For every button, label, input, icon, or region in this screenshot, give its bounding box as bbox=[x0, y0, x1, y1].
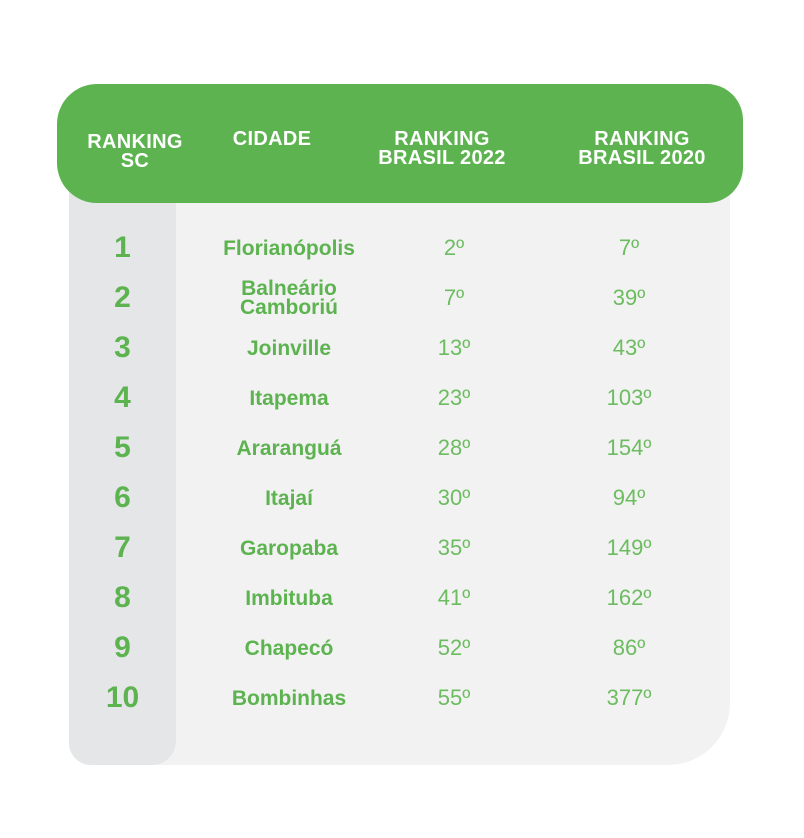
city-name: Chapecó bbox=[189, 623, 389, 673]
city-line1: Garopaba bbox=[239, 536, 339, 560]
table-row: 7 Garopaba 35º 149º bbox=[69, 523, 730, 573]
city-name: Itapema bbox=[189, 373, 389, 423]
rank-brasil-2022: 2º bbox=[443, 235, 465, 260]
table-row: 1 Florianópolis 2º 7º bbox=[69, 223, 730, 273]
city-line1: Balneário bbox=[241, 277, 337, 300]
city-line2: Camboriú bbox=[239, 296, 338, 319]
header-2022-line1: RANKING bbox=[394, 128, 490, 150]
header-ranking-brasil-2022: RANKING BRASIL 2022 bbox=[362, 128, 522, 169]
rank-brasil-2020: 7º bbox=[618, 235, 640, 260]
header-ranking-sc-line2: SC bbox=[120, 150, 150, 172]
city-line1: Chapecó bbox=[244, 636, 334, 660]
rank-sc: 9 bbox=[114, 631, 131, 664]
table-header: RANKING SC CIDADE RANKING BRASIL 2022 RA… bbox=[57, 84, 743, 203]
table-row: 6 Itajaí 30º 94º bbox=[69, 473, 730, 523]
city-name: Araranguá bbox=[189, 423, 389, 473]
rank-brasil-2020: 162º bbox=[606, 585, 652, 610]
header-2020-line2: BRASIL 2020 bbox=[578, 147, 706, 169]
city-line1: Bombinhas bbox=[231, 686, 347, 710]
table-row: 4 Itapema 23º 103º bbox=[69, 373, 730, 423]
city-name: Itajaí bbox=[189, 473, 389, 523]
rank-column-background bbox=[69, 190, 176, 765]
rank-sc: 1 bbox=[114, 231, 131, 264]
header-ranking-sc-line1: RANKING bbox=[87, 131, 183, 153]
city-line1: Araranguá bbox=[236, 436, 342, 460]
city-name: Garopaba bbox=[189, 523, 389, 573]
city-name: Imbituba bbox=[189, 573, 389, 623]
rank-sc: 4 bbox=[114, 381, 131, 414]
rank-sc: 7 bbox=[114, 531, 131, 564]
header-ranking-sc: RANKING SC bbox=[75, 131, 195, 172]
header-2020-line1: RANKING bbox=[594, 128, 690, 150]
header-2022-line2: BRASIL 2022 bbox=[378, 147, 506, 169]
header-cidade-label: CIDADE bbox=[232, 128, 312, 150]
rank-brasil-2020: 377º bbox=[606, 685, 652, 710]
rank-sc: 2 bbox=[114, 281, 131, 314]
rank-brasil-2022: 28º bbox=[437, 435, 471, 460]
rank-brasil-2020: 154º bbox=[606, 435, 652, 460]
table-row: 10 Bombinhas 55º 377º bbox=[69, 673, 730, 723]
table-row: 8 Imbituba 41º 162º bbox=[69, 573, 730, 623]
city-name: Bombinhas bbox=[189, 673, 389, 723]
city-line1: Joinville bbox=[246, 336, 332, 360]
rank-brasil-2022: 23º bbox=[437, 385, 471, 410]
rank-brasil-2022: 30º bbox=[437, 485, 471, 510]
header-cidade: CIDADE bbox=[217, 128, 327, 150]
rank-sc: 10 bbox=[105, 681, 140, 714]
rank-brasil-2020: 86º bbox=[612, 635, 646, 660]
table-row: 5 Araranguá 28º 154º bbox=[69, 423, 730, 473]
table-row: 9 Chapecó 52º 86º bbox=[69, 623, 730, 673]
rank-brasil-2022: 13º bbox=[437, 335, 471, 360]
city-name: Joinville bbox=[189, 323, 389, 373]
table-row: 2 Balneário Camboriú 7º 39º bbox=[69, 273, 730, 323]
city-name: Florianópolis bbox=[189, 223, 389, 273]
table-body-panel bbox=[69, 190, 730, 765]
rank-sc: 6 bbox=[114, 481, 131, 514]
city-name: Balneário Camboriú bbox=[189, 273, 389, 323]
header-ranking-brasil-2020: RANKING BRASIL 2020 bbox=[557, 128, 727, 169]
rank-brasil-2020: 94º bbox=[612, 485, 646, 510]
rank-brasil-2022: 7º bbox=[443, 285, 465, 310]
city-line1: Itajaí bbox=[265, 486, 313, 510]
rank-brasil-2020: 39º bbox=[612, 285, 646, 310]
rank-brasil-2022: 55º bbox=[437, 685, 471, 710]
rank-sc: 5 bbox=[114, 431, 131, 464]
rank-brasil-2022: 35º bbox=[437, 535, 471, 560]
table-row: 3 Joinville 13º 43º bbox=[69, 323, 730, 373]
rank-brasil-2020: 43º bbox=[612, 335, 646, 360]
city-line1: Imbituba bbox=[245, 586, 333, 610]
rank-brasil-2020: 149º bbox=[606, 535, 652, 560]
rank-sc: 3 bbox=[114, 331, 131, 364]
rank-brasil-2022: 41º bbox=[437, 585, 471, 610]
rank-sc: 8 bbox=[114, 581, 131, 614]
city-line1: Florianópolis bbox=[223, 236, 355, 260]
rank-brasil-2020: 103º bbox=[606, 385, 652, 410]
city-line1: Itapema bbox=[249, 386, 329, 410]
rank-brasil-2022: 52º bbox=[437, 635, 471, 660]
